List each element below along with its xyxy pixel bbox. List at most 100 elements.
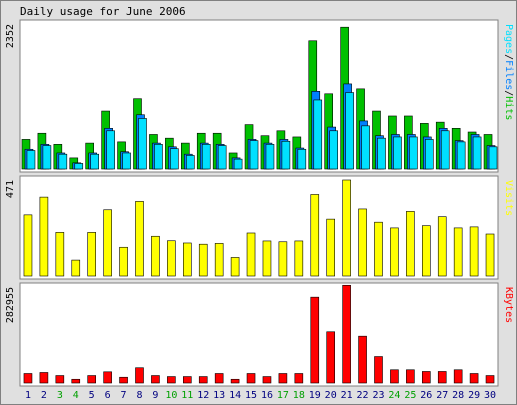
visits-bar-day-18 <box>294 240 304 277</box>
x-tick-label-day-7: 7 <box>121 390 127 401</box>
kbytes-bar-day-25 <box>406 369 415 384</box>
x-tick-label-day-23: 23 <box>372 390 384 401</box>
kbytes-bar-day-22 <box>358 335 367 384</box>
visits-panel-frame <box>19 175 499 280</box>
x-tick-label-day-12: 12 <box>197 390 209 401</box>
pages-bar-day-25 <box>409 136 418 170</box>
visits-bar-day-1 <box>23 214 33 277</box>
kbytes-bar-day-27 <box>437 371 447 384</box>
series-kbytes <box>23 284 495 384</box>
pages-bar-day-6 <box>106 130 115 170</box>
x-tick-label-day-18: 18 <box>293 390 305 401</box>
visits-bar-day-9 <box>151 235 160 277</box>
visits-bar-day-14 <box>230 257 240 277</box>
x-tick-label-day-3: 3 <box>57 390 63 401</box>
visits-bar-day-19 <box>310 194 320 277</box>
hits-panel-legend-item-3: / <box>503 90 514 96</box>
visits-bar-day-4 <box>71 259 81 277</box>
kbytes-bar-day-20 <box>326 331 336 384</box>
kbytes-bar-day-18 <box>294 373 304 384</box>
x-tick-label-day-11: 11 <box>181 390 193 401</box>
pages-bar-day-17 <box>281 140 291 170</box>
kbytes-panel-legend-item-0: KBytes <box>503 287 514 323</box>
x-tick-label-day-24: 24 <box>388 390 400 401</box>
pages-bar-day-16 <box>265 144 275 170</box>
pages-bar-day-13 <box>217 145 227 170</box>
kbytes-bar-day-29 <box>469 373 479 384</box>
pages-bar-day-8 <box>138 118 147 170</box>
kbytes-bar-day-28 <box>453 369 463 384</box>
visits-bar-day-22 <box>358 208 367 277</box>
series-pages <box>26 92 498 170</box>
series-visits <box>23 179 495 277</box>
kbytes-bar-day-17 <box>278 373 288 384</box>
x-tick-label-day-28: 28 <box>452 390 464 401</box>
x-tick-label-day-1: 1 <box>25 390 31 401</box>
visits-panel-legend-item-0: Visits <box>503 180 514 216</box>
x-tick-label-day-21: 21 <box>341 390 353 401</box>
hits-panel-max-label: 2352 <box>5 24 16 48</box>
kbytes-bar-day-12 <box>198 376 208 384</box>
visits-bar-day-17 <box>278 241 288 277</box>
x-tick-label-day-22: 22 <box>357 390 369 401</box>
kbytes-bar-day-10 <box>167 376 176 384</box>
x-tick-label-day-15: 15 <box>245 390 257 401</box>
pages-bar-day-22 <box>361 125 370 170</box>
kbytes-panel-legend: KBytes <box>503 287 514 323</box>
kbytes-panel: 282955 KBytes <box>5 282 514 387</box>
pages-bar-day-28 <box>456 141 466 170</box>
kbytes-bar-day-3 <box>55 375 65 384</box>
kbytes-bar-day-16 <box>262 376 272 384</box>
visits-bar-day-15 <box>246 232 256 277</box>
pages-bar-day-23 <box>377 137 386 170</box>
x-tick-label-day-10: 10 <box>165 390 177 401</box>
kbytes-panel-frame <box>19 282 499 387</box>
pages-bar-day-20 <box>329 130 339 170</box>
visits-panel-legend: Visits <box>503 180 514 216</box>
pages-bar-day-14 <box>233 158 243 170</box>
pages-bar-day-24 <box>393 136 402 170</box>
kbytes-bar-day-26 <box>421 371 431 384</box>
visits-bar-day-6 <box>103 209 112 277</box>
kbytes-bar-day-9 <box>151 375 160 384</box>
pages-bar-day-27 <box>440 130 450 170</box>
pages-bar-day-19 <box>313 99 323 170</box>
kbytes-bar-day-6 <box>103 371 112 384</box>
kbytes-bar-day-2 <box>39 372 49 384</box>
chart-title: Daily usage for June 2006 <box>20 5 186 18</box>
x-tick-label-day-13: 13 <box>213 390 225 401</box>
x-tick-label-day-16: 16 <box>261 390 273 401</box>
kbytes-bar-day-24 <box>390 369 399 384</box>
visits-bar-day-27 <box>437 216 447 277</box>
hits-panel-legend-item-0: Pages <box>503 24 514 54</box>
x-tick-label-day-30: 30 <box>484 390 496 401</box>
visits-bar-day-30 <box>485 233 495 277</box>
pages-bar-day-10 <box>170 148 179 170</box>
x-tick-label-day-26: 26 <box>420 390 432 401</box>
pages-bar-day-9 <box>154 144 163 170</box>
visits-bar-day-5 <box>87 232 96 277</box>
pages-bar-day-7 <box>122 152 131 170</box>
visits-bar-day-21 <box>342 179 351 277</box>
kbytes-bar-day-23 <box>374 356 383 384</box>
pages-bar-day-2 <box>42 145 52 170</box>
x-tick-label-day-19: 19 <box>309 390 321 401</box>
visits-bar-day-16 <box>262 240 272 277</box>
pages-bar-day-29 <box>472 136 482 170</box>
visits-bar-day-10 <box>167 240 176 277</box>
x-tick-label-day-4: 4 <box>73 390 79 401</box>
visits-bar-day-3 <box>55 232 65 277</box>
visits-bar-day-2 <box>39 196 49 277</box>
hits-panel-legend-item-1: / <box>503 54 514 60</box>
kbytes-bar-day-4 <box>71 378 81 384</box>
kbytes-bar-day-11 <box>183 376 192 384</box>
visits-bar-day-25 <box>406 211 415 277</box>
pages-bar-day-15 <box>249 140 259 170</box>
visits-bar-day-20 <box>326 218 336 277</box>
kbytes-bar-day-30 <box>485 375 495 384</box>
x-tick-label-day-2: 2 <box>41 390 47 401</box>
kbytes-bar-day-21 <box>342 284 351 384</box>
kbytes-bar-day-19 <box>310 296 320 384</box>
pages-bar-day-1 <box>26 150 36 170</box>
